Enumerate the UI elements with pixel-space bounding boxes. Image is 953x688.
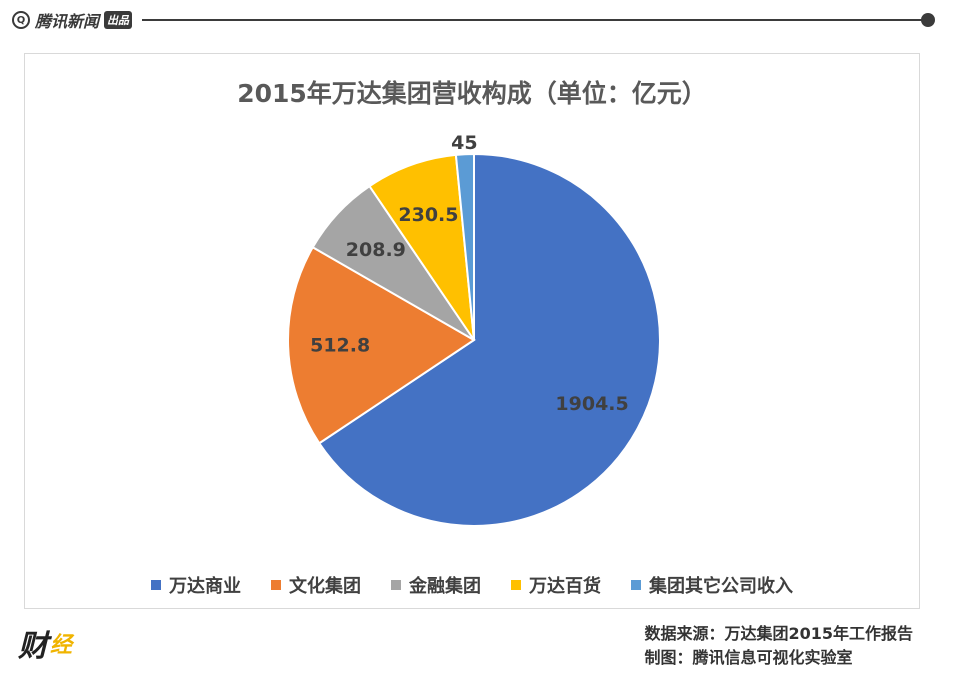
pie-data-label-2: 208.9 [346, 239, 406, 261]
footer-logo-accent: 经 [50, 633, 73, 658]
pie-chart: 1904.5 512.8 208.9 230.5 45 [287, 132, 661, 527]
brand-tag: 出品 [104, 11, 133, 29]
pie-slice-0 [317, 152, 661, 527]
legend-swatch-1 [271, 580, 281, 590]
footer-info: 数据来源：万达集团2015年工作报告 制图：腾讯信息可视化实验室 [644, 622, 913, 670]
brand: Q 腾讯新闻 出品 [12, 8, 133, 32]
chart-legend: 万达商业 文化集团 金融集团 万达百货 集团其它公司收入 [25, 572, 919, 598]
legend-item-4: 集团其它公司收入 [631, 572, 793, 598]
legend-swatch-2 [391, 580, 401, 590]
chart-frame: 2015年万达集团营收构成（单位：亿元） 1904.5 512.8 208.9 230… [24, 53, 920, 609]
pie-data-label-4: 45 [451, 132, 477, 154]
brand-name: 腾讯新闻 [35, 12, 100, 31]
legend-swatch-0 [151, 580, 161, 590]
pie-slice-3 [368, 153, 475, 341]
footer-logo: 财经 [18, 620, 118, 666]
legend-label-4: 集团其它公司收入 [649, 576, 793, 597]
legend-item-0: 万达商业 [151, 572, 241, 598]
footer-logo-text: 财 [18, 629, 48, 664]
legend-swatch-3 [511, 580, 521, 590]
legend-item-2: 金融集团 [391, 572, 481, 598]
pie-slice-1 [287, 245, 476, 445]
data-source: 数据来源：万达集团2015年工作报告 [644, 624, 913, 643]
legend-item-1: 文化集团 [271, 572, 361, 598]
legend-item-3: 万达百货 [511, 572, 601, 598]
legend-label-2: 金融集团 [409, 576, 481, 597]
header-divider [142, 19, 926, 21]
legend-label-3: 万达百货 [529, 576, 601, 597]
legend-swatch-4 [631, 580, 641, 590]
chart-credit: 制图：腾讯信息可视化实验室 [644, 648, 853, 667]
pie-slice-4 [454, 152, 475, 341]
header-dot-icon [921, 13, 935, 27]
pie-data-label-3: 230.5 [398, 204, 458, 226]
legend-label-0: 万达商业 [169, 576, 241, 597]
header: Q 腾讯新闻 出品 [0, 0, 953, 40]
legend-label-1: 文化集团 [289, 576, 361, 597]
pie-data-label-1: 512.8 [310, 334, 370, 356]
pie-data-label-0: 1904.5 [555, 393, 628, 415]
brand-logo-icon: Q [12, 11, 30, 29]
chart-title: 2015年万达集团营收构成（单位：亿元） [237, 79, 707, 108]
